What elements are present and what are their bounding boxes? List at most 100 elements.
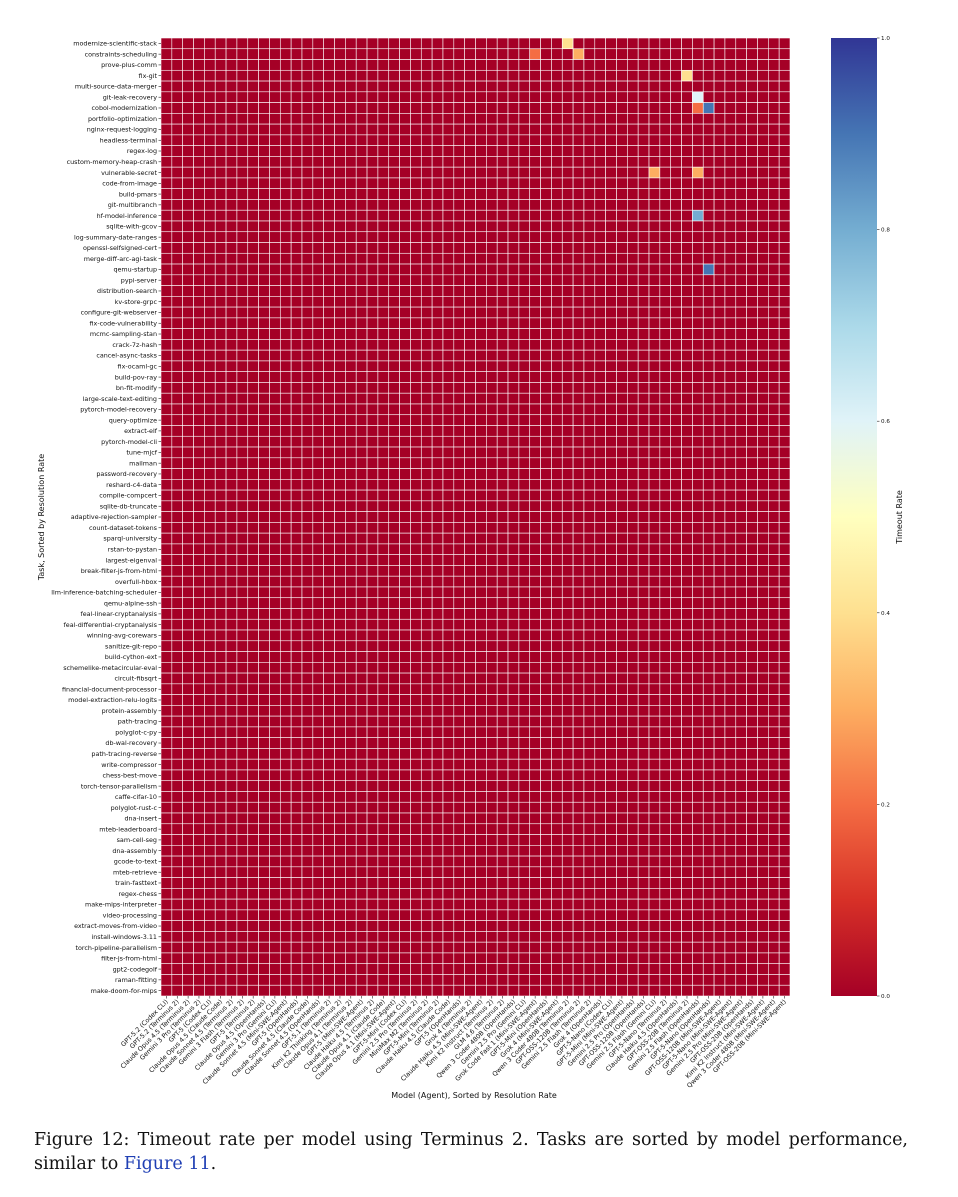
heatmap-cell — [334, 834, 346, 846]
heatmap-cell — [681, 328, 693, 340]
heatmap-cell — [518, 640, 531, 652]
heatmap-cell — [572, 791, 585, 803]
heatmap-cell — [160, 80, 173, 93]
heatmap-cell — [572, 522, 585, 534]
heatmap-cell — [225, 349, 238, 362]
heatmap-cell — [182, 69, 194, 82]
heatmap-cell — [323, 532, 335, 545]
heatmap-cell — [616, 188, 628, 200]
heatmap-cell — [561, 113, 574, 125]
heatmap-cell — [627, 123, 639, 136]
heatmap-cell — [627, 586, 639, 599]
heatmap-cell — [258, 791, 270, 803]
heatmap-cell — [594, 252, 606, 265]
heatmap-cell — [301, 952, 314, 965]
heatmap-cell — [572, 855, 585, 868]
heatmap-cell — [670, 382, 682, 394]
heatmap-cell — [442, 479, 455, 491]
heatmap-cell — [561, 446, 574, 459]
heatmap-cell — [323, 37, 335, 50]
heatmap-cell — [431, 543, 444, 555]
heatmap-cell — [214, 812, 227, 825]
heatmap-cell — [453, 920, 465, 932]
heatmap-cell — [659, 511, 671, 523]
heatmap-cell — [290, 435, 303, 448]
heatmap-cell — [702, 59, 715, 71]
heatmap-cell — [204, 328, 216, 340]
heatmap-cell — [637, 640, 650, 652]
heatmap-cell — [616, 37, 628, 50]
heatmap-cell — [518, 586, 531, 599]
heatmap-cell — [713, 349, 726, 362]
heatmap-cell — [583, 371, 596, 383]
heatmap-cell — [269, 113, 281, 125]
heatmap-cell — [778, 855, 791, 868]
heatmap-cell — [648, 188, 661, 200]
heatmap-cell — [464, 317, 476, 329]
heatmap-cell — [355, 866, 368, 878]
heatmap-cell — [399, 844, 411, 857]
heatmap-cell — [475, 166, 487, 179]
heatmap-cell — [171, 360, 183, 372]
heatmap-cell — [247, 780, 259, 792]
heatmap-cell — [410, 123, 422, 136]
heatmap-cell — [431, 188, 444, 200]
heatmap-cell — [572, 91, 585, 103]
heatmap-cell — [724, 705, 737, 717]
heatmap-cell — [355, 371, 368, 383]
heatmap-cell — [312, 575, 324, 588]
heatmap-cell — [768, 522, 780, 534]
heatmap-cell — [160, 339, 173, 351]
heatmap-cell — [420, 586, 433, 599]
heatmap-cell — [746, 134, 758, 146]
heatmap-cell — [171, 511, 183, 523]
heatmap-cell — [204, 931, 216, 943]
heatmap-cell — [583, 317, 596, 329]
heatmap-cell — [225, 414, 238, 426]
heatmap-cell — [193, 468, 205, 480]
heatmap-cell — [366, 59, 379, 71]
heatmap-cell — [496, 931, 509, 943]
heatmap-cell — [453, 844, 465, 857]
heatmap-cell — [269, 435, 281, 448]
heatmap-cell — [323, 672, 335, 685]
heatmap-cell — [692, 726, 704, 738]
heatmap-cell — [746, 737, 758, 749]
heatmap-cell — [236, 231, 249, 243]
heatmap-cell — [572, 812, 585, 825]
heatmap-cell — [551, 844, 563, 857]
heatmap-cell — [486, 586, 498, 599]
heatmap-cell — [518, 349, 531, 362]
heatmap-cell — [746, 166, 758, 179]
heatmap-cell — [334, 780, 346, 792]
heatmap-cell — [182, 672, 194, 685]
heatmap-cell — [605, 618, 617, 631]
heatmap-cell — [366, 457, 379, 469]
heatmap-cell — [561, 403, 574, 416]
heatmap-cell — [702, 102, 715, 114]
heatmap-cell — [355, 543, 368, 555]
heatmap-cell — [323, 812, 335, 825]
heatmap-cell — [290, 252, 303, 265]
heatmap-cell — [496, 199, 509, 211]
heatmap-cell — [355, 683, 368, 695]
heatmap-cell — [464, 758, 476, 771]
heatmap-cell — [464, 252, 476, 265]
heatmap-cell — [616, 145, 628, 157]
heatmap-cell — [269, 339, 281, 351]
heatmap-cell — [214, 457, 227, 469]
heatmap-cell — [627, 780, 639, 792]
heatmap-cell — [290, 349, 303, 362]
heatmap-cell — [258, 780, 270, 792]
heatmap-cell — [713, 500, 726, 512]
heatmap-cell — [529, 565, 541, 577]
heatmap-cell — [746, 748, 758, 760]
heatmap-cell — [681, 263, 693, 276]
heatmap-cell — [724, 694, 737, 706]
heatmap-cell — [778, 705, 791, 717]
heatmap-cell — [572, 59, 585, 71]
heatmap-cell — [301, 37, 314, 50]
heatmap-cell — [182, 834, 194, 846]
heatmap-cell — [225, 392, 238, 405]
heatmap-cell — [258, 285, 270, 297]
